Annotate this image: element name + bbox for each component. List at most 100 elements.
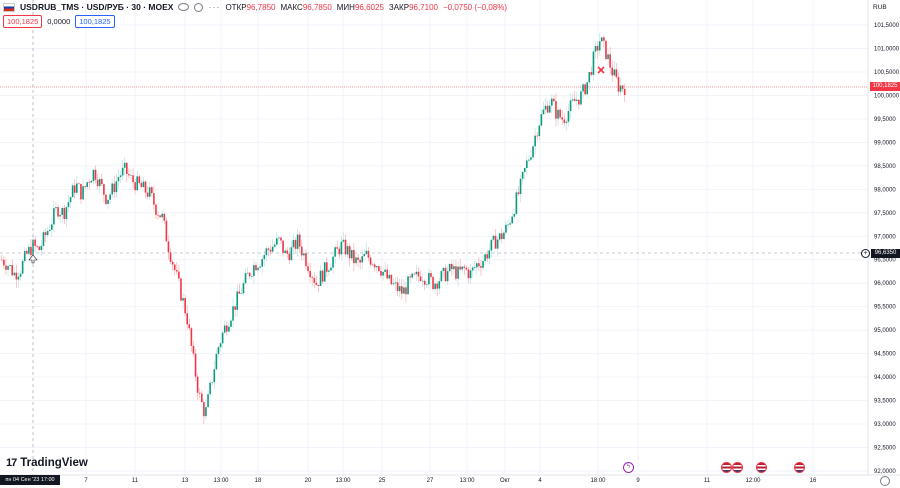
candle-body <box>13 272 16 276</box>
candle-body <box>196 376 199 393</box>
candle-body <box>384 269 386 272</box>
candle-body <box>207 394 209 408</box>
candle-body <box>436 283 439 289</box>
more-icon[interactable]: ··· <box>208 2 221 12</box>
candle-body <box>378 266 380 272</box>
candle-body <box>94 169 97 180</box>
candle-body <box>601 37 603 42</box>
candle-body <box>238 291 241 294</box>
candle-body <box>455 266 457 279</box>
candle-body <box>546 105 549 113</box>
candle-body <box>86 182 89 187</box>
tradingview-logo[interactable]: 17 TradingView <box>6 457 88 469</box>
candle-body <box>78 183 80 185</box>
candle-body <box>294 239 297 249</box>
candle-body <box>434 283 436 290</box>
candle-body <box>178 271 180 279</box>
price-tick-label: 100,0000 <box>874 93 900 99</box>
candle-body <box>276 238 278 245</box>
us-flag-event-icon[interactable] <box>794 462 805 473</box>
candle-body <box>71 185 74 198</box>
candle-body <box>232 306 234 321</box>
price-tick-label: 94,5000 <box>874 352 896 358</box>
us-flag-event-icon[interactable] <box>756 462 767 473</box>
candle-body <box>226 325 228 332</box>
candle-body <box>42 232 45 246</box>
candle-body <box>598 41 601 51</box>
price-tick-label: 100,5000 <box>874 70 900 76</box>
trade-marker[interactable] <box>597 66 605 74</box>
symbol-title[interactable]: USDRUB_TMS · USD/РУБ · 30 · MOEX <box>20 2 174 12</box>
candle-body <box>48 229 51 231</box>
candle-body <box>561 117 564 120</box>
candle-body <box>153 193 155 205</box>
candle-body <box>55 207 57 209</box>
price-tick-label: 92,5000 <box>874 446 896 452</box>
candle-body <box>371 264 374 266</box>
candle-body <box>411 273 414 278</box>
candle-body <box>234 306 236 310</box>
candle-body <box>140 183 143 188</box>
candle-body <box>36 245 39 247</box>
candle-body <box>544 105 547 110</box>
candle-body <box>53 208 55 225</box>
gear-icon[interactable] <box>880 476 890 486</box>
currency-label[interactable]: RUB <box>873 4 887 11</box>
price-tick-label: 99,0000 <box>874 140 896 146</box>
eye-icon[interactable] <box>178 3 190 11</box>
candle-body <box>265 248 268 256</box>
high-value: 96,7850 <box>302 2 332 12</box>
price-tick-label: 96,0000 <box>874 281 896 287</box>
candle-body <box>478 263 480 267</box>
candle-body <box>273 244 276 247</box>
candle-body <box>105 194 107 205</box>
time-tick-label: 13:00 <box>335 478 351 484</box>
low-label: МИН <box>336 2 355 12</box>
price-tick-label: 97,5000 <box>874 211 896 217</box>
candle-body <box>278 237 280 239</box>
candle-body <box>517 192 520 194</box>
candle-body <box>446 271 449 282</box>
candle-body <box>369 257 372 265</box>
candle-body <box>223 325 226 333</box>
candle-body <box>230 320 232 327</box>
candle-body <box>11 265 14 276</box>
candle-body <box>405 287 407 295</box>
buy-button[interactable]: 100,1825 <box>75 15 115 28</box>
logo-mark-icon: 17 <box>6 457 17 469</box>
candle-body <box>259 266 261 268</box>
candle-body <box>401 286 403 294</box>
dividend-event-icon[interactable]: ϟ <box>623 462 634 473</box>
candle-body <box>88 182 91 183</box>
candle-body <box>536 135 539 137</box>
candle-body <box>23 251 26 261</box>
candle-body <box>530 157 532 160</box>
candle-body <box>373 264 376 268</box>
logo-text: TradingView <box>20 457 88 469</box>
candle-body <box>119 175 122 178</box>
candle-body <box>201 393 203 403</box>
us-flag-event-icon[interactable] <box>721 462 732 473</box>
candle-body <box>184 298 186 314</box>
candle-body <box>103 184 105 195</box>
candle-body <box>211 382 214 383</box>
sell-button[interactable]: 100,1825 <box>3 15 43 28</box>
candle-body <box>509 223 511 225</box>
candle-body <box>415 271 418 275</box>
price-tick-label: 95,0000 <box>874 328 896 334</box>
candle-body <box>80 183 82 200</box>
candle-body <box>296 234 299 249</box>
settings-icon[interactable] <box>194 2 204 12</box>
us-flag-event-icon[interactable] <box>732 462 743 473</box>
candle-body <box>540 114 543 126</box>
candle-body <box>57 207 59 217</box>
candle-body <box>492 235 495 240</box>
candle-body <box>432 276 434 290</box>
high-label: МАКС <box>280 2 303 12</box>
candle-body <box>523 168 526 172</box>
candle-body <box>355 257 357 264</box>
candle-body <box>388 274 391 279</box>
add-alert-icon[interactable]: + <box>861 249 870 258</box>
candle-body <box>190 328 193 346</box>
